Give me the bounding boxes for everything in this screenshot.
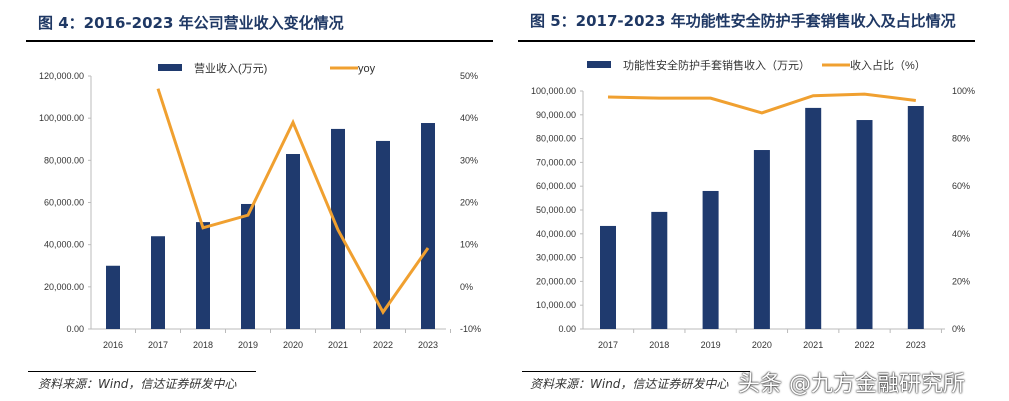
chart2-right-tick: 20% [952,276,970,286]
chart2-left-tick: 90,000.00 [536,110,576,120]
chart1-x-tick: 2017 [148,340,168,350]
chart1-bar-2020 [286,154,300,329]
chart2-right-tick: 40% [952,229,970,239]
chart2-left-tick: 30,000.00 [536,253,576,263]
chart2-x-tick: 2021 [803,340,823,350]
chart2-bar-2018 [651,211,668,329]
chart2-left-tick: 100,000.00 [531,86,576,96]
chart2-left-tick: 60,000.00 [536,181,576,191]
chart1-legend-bar-swatch [158,64,182,71]
chart1-x-tick: 2020 [283,340,303,350]
chart2-right-tick: 0% [952,324,965,334]
chart1-right-tick: 50% [460,71,478,81]
chart2-left-tick: 20,000.00 [536,276,576,286]
chart1-title: 图 4：2016-2023 年公司营业收入变化情况 [38,14,344,32]
chart1-right-tick: 10% [460,240,478,250]
chart2-left-tick: 10,000.00 [536,300,576,310]
chart2-legend-line-label: 收入占比（%） [850,58,926,72]
chart1-bar-2022 [376,140,390,329]
chart2-right-tick: 60% [952,181,970,191]
chart1-left-tick: 80,000.00 [44,155,84,165]
chart1-right-tick: -10% [460,324,481,334]
chart2-bar-2023 [907,105,924,329]
chart2-bar-2017 [600,225,616,329]
chart2-title-rule [518,40,975,42]
chart1-legend-line-label: yoy [358,63,376,75]
chart1-left-tick: 100,000.00 [39,113,84,123]
watermark: 头条 @九方金融研究所 [738,372,965,397]
chart1-bar-2019 [241,203,255,329]
chart1-source: 资料来源：Wind，信达证券研发中心 [38,377,237,391]
chart2-title: 图 5：2017-2023 年功能性安全防护手套销售收入及占比情况 [530,12,956,30]
chart1-bar-2018 [196,222,210,329]
chart2-legend-bar-label: 功能性安全防护手套销售收入（万元） [623,58,810,72]
chart1-left-tick: 0.00 [66,324,84,334]
chart2-source-rule [522,371,750,372]
chart2-x-tick: 2018 [649,340,669,350]
chart2-left-tick: 0.00 [558,324,576,334]
chart1-bar-2017 [151,236,165,329]
chart1-left-tick: 40,000.00 [44,240,84,250]
chart1-left-tick: 20,000.00 [44,282,84,292]
chart1-x-tick: 2021 [328,340,348,350]
chart2-x-tick: 2020 [752,340,772,350]
chart2-bar-2019 [702,190,719,329]
chart2-x-tick: 2022 [854,340,874,350]
chart2-left-tick: 50,000.00 [536,205,576,215]
chart2-x-tick: 2017 [598,340,618,350]
chart1-left-tick: 120,000.00 [39,71,84,81]
chart1-title-rule [26,40,493,42]
chart2-x-tick: 2019 [701,340,721,350]
chart1-bar-2016 [106,265,120,329]
chart1-right-tick: 20% [460,198,478,208]
chart1-right-tick: 30% [460,155,478,165]
chart2-bar-2020 [753,150,770,329]
chart1-right-tick: 40% [460,113,478,123]
chart1-source-rule [28,371,256,372]
chart2-left-tick: 40,000.00 [536,229,576,239]
chart2-source: 资料来源：Wind，信达证券研发中心 [530,377,729,391]
chart2-right-tick: 100% [952,86,975,96]
chart2-bar-2022 [856,120,873,329]
chart2-right-tick: 80% [952,134,970,144]
chart1-legend-bar-label: 营业收入(万元) [194,61,267,75]
chart2-x-tick: 2023 [906,340,926,350]
chart1-x-tick: 2019 [238,340,258,350]
chart1-x-tick: 2022 [373,340,393,350]
chart2-left-tick: 70,000.00 [536,157,576,167]
chart2-legend-bar-swatch [587,61,611,68]
chart1-bar-2023 [421,123,435,329]
chart1-x-tick: 2023 [418,340,438,350]
chart2-left-tick: 80,000.00 [536,134,576,144]
chart2-bar-2021 [805,107,822,329]
chart1-left-tick: 60,000.00 [44,198,84,208]
chart1-x-tick: 2018 [193,340,213,350]
chart2-line-series [607,92,916,115]
chart1-right-tick: 0% [460,282,473,292]
chart1-x-tick: 2016 [103,340,123,350]
